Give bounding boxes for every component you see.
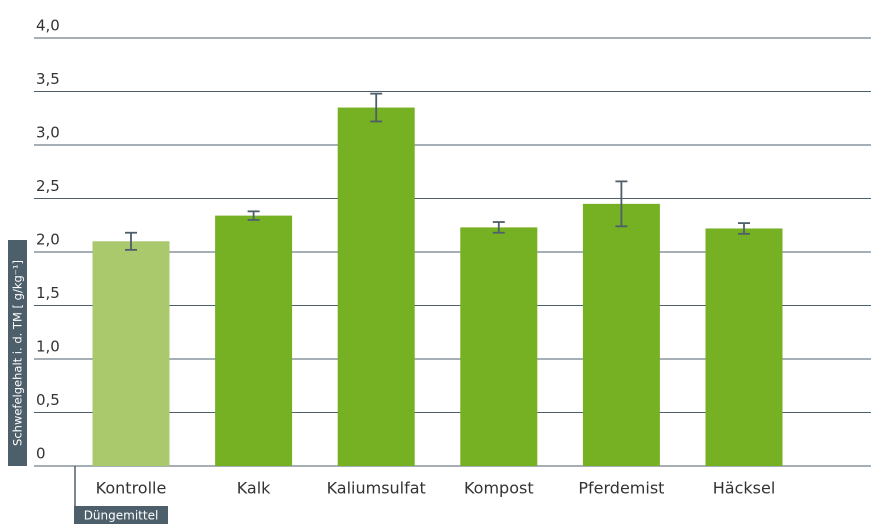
y-tick-label: 1,5 bbox=[36, 284, 60, 302]
x-tick-label: Kontrolle bbox=[96, 479, 167, 498]
y-tick-label: 3,0 bbox=[36, 124, 60, 142]
y-tick-label: 0 bbox=[36, 445, 46, 463]
x-tick-label: Kompost bbox=[464, 479, 534, 498]
bar bbox=[92, 241, 170, 466]
y-label-box bbox=[8, 240, 27, 466]
error-bar bbox=[492, 221, 505, 234]
error-bar bbox=[247, 210, 260, 221]
x-tick-label: Häcksel bbox=[713, 479, 776, 498]
y-tick-label: 0,5 bbox=[36, 391, 60, 409]
bar bbox=[460, 227, 538, 466]
x-label-box bbox=[74, 506, 168, 524]
bar bbox=[582, 203, 660, 466]
y-tick-label: 1,0 bbox=[36, 338, 60, 356]
x-axis-label: Düngemittel bbox=[84, 509, 159, 523]
y-tick-label: 2,5 bbox=[36, 177, 60, 195]
error-bar bbox=[738, 222, 750, 235]
error-bar bbox=[125, 231, 137, 251]
bar bbox=[337, 107, 415, 467]
y-tick-label: 2,0 bbox=[36, 231, 60, 249]
error-bar bbox=[370, 92, 383, 123]
y-tick-label: 4,0 bbox=[36, 17, 60, 35]
y-axis-label: Schwefelgehalt i. d. TM [ g/kg⁻¹] bbox=[11, 260, 25, 446]
bar bbox=[705, 228, 783, 466]
x-tick-label: Pferdemist bbox=[578, 479, 664, 498]
y-tick-label: 3,5 bbox=[36, 70, 60, 88]
error-bar bbox=[615, 180, 628, 228]
bar bbox=[215, 215, 293, 466]
x-tick-label: Kalk bbox=[237, 479, 271, 498]
x-tick-label: Kaliumsulfat bbox=[327, 479, 426, 498]
